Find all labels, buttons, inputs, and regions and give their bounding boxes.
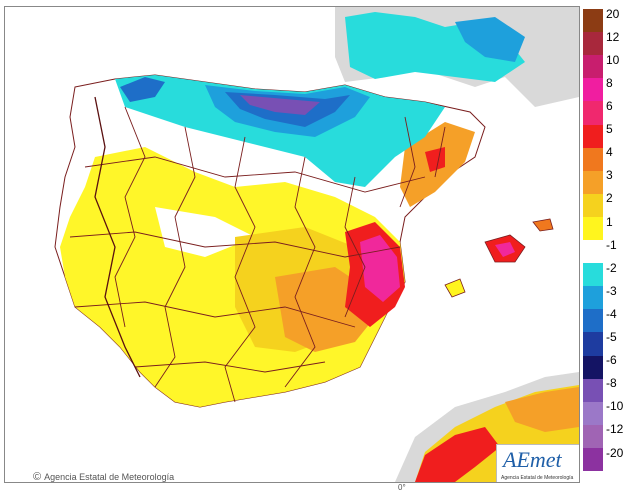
menorca [532,218,554,232]
anomaly-map: © Agencia Estatal de Meteorología AEmet A… [4,6,580,483]
legend-swatch [583,332,603,356]
legend-tick-label: 5 [606,122,613,137]
legend-swatch [583,378,603,403]
legend-swatch [583,147,603,172]
legend-swatch [583,9,603,33]
legend-tick-label: 8 [606,75,613,90]
copyright-text: Agencia Estatal de Meteorología [44,472,175,482]
legend-tick-label: 10 [606,52,620,67]
copyright-notice: © Agencia Estatal de Meteorología [33,471,175,483]
copyright-icon: © [33,471,42,483]
legend-tick-label: -2 [606,260,617,275]
legend-tick-label: 6 [606,99,613,114]
legend-tick-label: -1 [606,237,617,252]
legend-swatch [583,55,603,79]
map-canvas [5,7,579,482]
legend-tick-label: -3 [606,283,617,298]
legend-tick-label: 3 [606,168,613,183]
legend-swatch [583,193,603,218]
legend-tick-label: 12 [606,29,620,44]
legend-swatch [583,124,603,149]
legend-swatch [583,170,603,195]
legend-swatch [583,78,603,102]
legend-tick-label: 4 [606,145,613,160]
legend-swatch [583,401,603,426]
mallorca-core [495,242,515,257]
legend-tick-label: 1 [606,214,613,229]
legend-tick-label: -4 [606,306,617,321]
anomaly-zone-neutral [155,207,255,257]
anomaly-zone-minus-8 [240,95,320,115]
legend-swatch [583,32,603,56]
anomaly-zone-france-cold-2 [455,17,525,62]
legend-swatch [583,447,603,472]
legend-tick-label: 20 [606,6,620,21]
legend-tick-label: -12 [606,422,624,437]
legend-swatch [583,101,603,125]
legend-tick-label: -8 [606,376,617,391]
aemet-logo: AEmet Agencia Estatal de Meteorología [496,444,579,482]
portugal-border [94,96,141,378]
legend-tick-label: -6 [606,353,617,368]
legend-swatch [583,263,603,287]
legend-swatch [583,424,603,449]
legend-swatch [583,216,603,241]
anomaly-zone-minus-4b [120,77,165,102]
logo-wordmark: AEmet [503,447,562,472]
color-legend [583,9,603,472]
legend-swatch [583,286,603,310]
legend-tick-label: 2 [606,191,613,206]
province-boundaries [69,106,446,403]
legend-swatch [583,240,603,264]
africa-anomaly-orange [505,387,579,432]
logo-subtitle: Agencia Estatal de Meteorología [501,475,574,481]
scale-label: 0° [398,483,406,492]
legend-tick-label: -20 [606,445,624,460]
anomaly-zone-6 [360,235,400,302]
legend-swatch [583,309,603,333]
africa-anomaly-red [415,427,500,482]
legend-tick-label: -5 [606,330,617,345]
ibiza [444,278,466,298]
legend-tick-label: -10 [606,399,624,414]
legend-swatch [583,355,603,380]
